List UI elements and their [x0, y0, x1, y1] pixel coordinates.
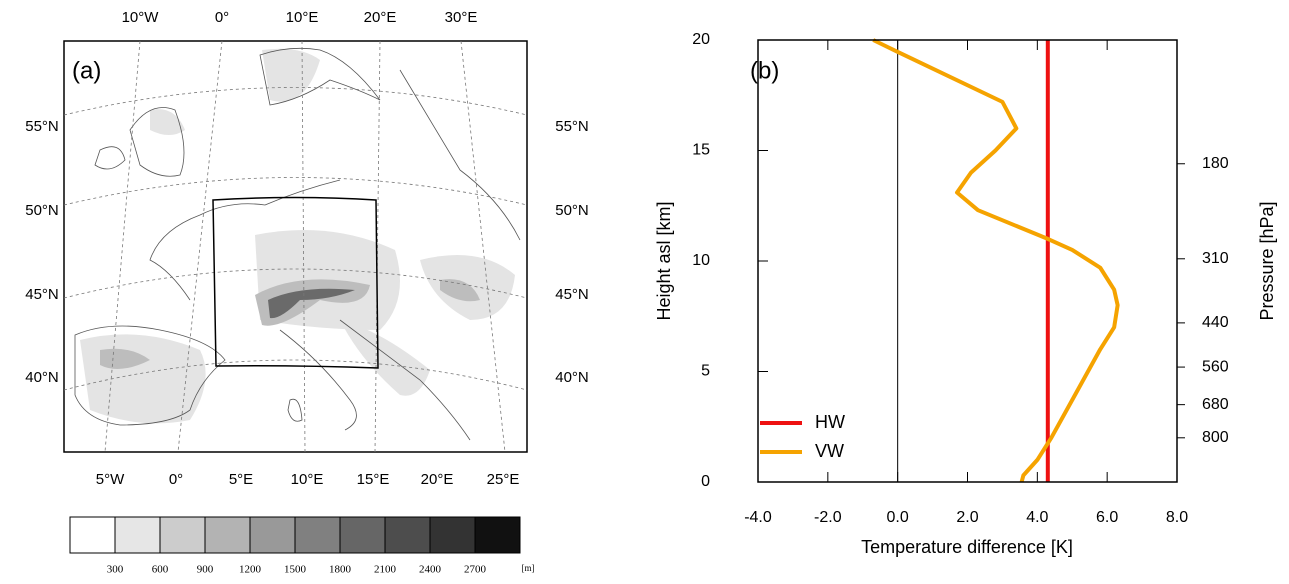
colorbar-unit: [m]: [522, 563, 535, 573]
colorbar: 300 600 900 1200 1500 1800 2100 2400 2700 [m]: [69, 516, 535, 576]
map-lat-label: 50°N: [25, 202, 59, 219]
colorbar-box: [339, 516, 386, 554]
terrain: [268, 288, 355, 319]
y2-axis-label: Pressure [hPa]: [1257, 201, 1277, 320]
x-tick-label: 8.0: [1166, 509, 1188, 526]
legend-label: VW: [815, 441, 844, 461]
map-lon-label: 10°W: [122, 9, 160, 26]
map-lon-label: 15°E: [357, 471, 390, 488]
map-lon-label: 30°E: [445, 9, 478, 26]
y2-tick-label: 310: [1202, 250, 1229, 267]
colorbar-label: 900: [197, 564, 214, 576]
legend-label: HW: [815, 412, 845, 432]
colorbar-label: 600: [152, 564, 169, 576]
map-lat-label: 40°N: [555, 369, 589, 386]
colorbar-box: [474, 516, 521, 554]
map-lon-label: 10°E: [291, 471, 324, 488]
x-axis-label: Temperature difference [K]: [861, 537, 1073, 557]
colorbar-label: 1800: [329, 564, 352, 576]
map-lat-label: 45°N: [555, 286, 589, 303]
map-lat-label: 40°N: [25, 369, 59, 386]
chart-b: (b) Temperature difference [K] Height as…: [654, 31, 1277, 557]
map-lon-label: 25°E: [487, 471, 520, 488]
y2-tick-label: 560: [1202, 358, 1229, 375]
y2-tick-label: 440: [1202, 314, 1229, 331]
y-tick-label: 0: [701, 473, 710, 490]
colorbar-label: 1500: [284, 564, 307, 576]
y-tick-label: 20: [692, 31, 710, 48]
x-tick-label: -2.0: [814, 509, 842, 526]
map-lon-label: 0°: [215, 9, 229, 26]
y2-tick-label: 680: [1202, 396, 1229, 413]
y2-tick-label: 180: [1202, 155, 1229, 172]
y2-tick-label: 800: [1202, 429, 1229, 446]
map-lon-label: 10°E: [286, 9, 319, 26]
colorbar-label: 1200: [239, 564, 262, 576]
colorbar-box: [249, 516, 296, 554]
colorbar-box: [159, 516, 206, 554]
panel-label: (a): [72, 57, 101, 84]
map-lat-label: 50°N: [555, 202, 589, 219]
y-tick-label: 15: [692, 142, 710, 159]
colorbar-label: 2400: [419, 564, 442, 576]
colorbar-label: 2100: [374, 564, 397, 576]
colorbar-box: [114, 516, 161, 554]
y-axis-label: Height asl [km]: [654, 201, 674, 320]
x-tick-label: -4.0: [744, 509, 772, 526]
map-panel: (a): [63, 40, 528, 453]
map-lon-label: 20°E: [364, 9, 397, 26]
x-tick-label: 4.0: [1026, 509, 1048, 526]
panel-label: (b): [750, 57, 779, 84]
y-tick-label: 5: [701, 363, 710, 380]
colorbar-box: [294, 516, 341, 554]
y-tick-label: 10: [692, 252, 710, 269]
map-lon-label: 5°E: [229, 471, 253, 488]
map-lon-label: 20°E: [421, 471, 454, 488]
x-tick-label: 6.0: [1096, 509, 1118, 526]
plot-frame: [757, 39, 1178, 483]
map-lon-label: 0°: [169, 471, 183, 488]
colorbar-box: [429, 516, 476, 554]
colorbar-box: [384, 516, 431, 554]
x-tick-label: 0.0: [887, 509, 909, 526]
domain-box: [212, 196, 379, 369]
colorbar-box: [69, 516, 116, 554]
x-tick-label: 2.0: [956, 509, 978, 526]
colorbar-box: [204, 516, 251, 554]
map-lat-label: 45°N: [25, 286, 59, 303]
colorbar-label: 2700: [464, 564, 487, 576]
coastlines: [74, 47, 521, 441]
line-series: [872, 38, 1120, 483]
map-lon-label: 5°W: [96, 471, 125, 488]
map-lat-label: 55°N: [555, 118, 589, 135]
map-lat-label: 55°N: [25, 118, 59, 135]
graticule: [63, 40, 528, 453]
colorbar-label: 300: [107, 564, 124, 576]
